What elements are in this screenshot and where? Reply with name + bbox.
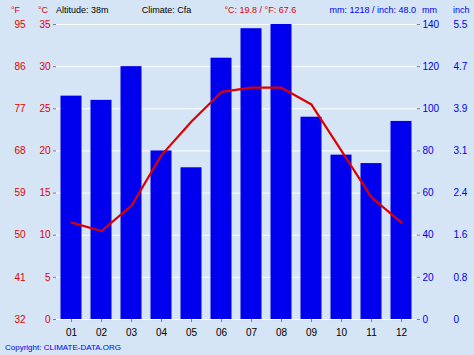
svg-text:120: 120 (423, 61, 440, 72)
svg-text:0: 0 (423, 314, 429, 325)
svg-text:30: 30 (39, 61, 51, 72)
svg-text:10: 10 (336, 327, 348, 338)
svg-text:3.9: 3.9 (454, 103, 468, 114)
html-text:Copyright: CLIMATE-DATA.ORG: Copyright: CLIMATE-DATA.ORG (5, 343, 121, 352)
svg-text:140: 140 (423, 19, 440, 30)
svg-text:5.5: 5.5 (454, 19, 468, 30)
svg-text:0: 0 (454, 314, 460, 325)
svg-text:10: 10 (39, 229, 51, 240)
svg-text:5: 5 (45, 272, 51, 283)
svg-text:20: 20 (39, 145, 51, 156)
html-text:°F: °F (11, 5, 21, 15)
svg-text:09: 09 (306, 327, 318, 338)
svg-text:11: 11 (366, 327, 377, 338)
svg-text:1.6: 1.6 (454, 229, 468, 240)
html-text:°C: 19.8 / °F: 67.6: °C: 19.8 / °F: 67.6 (224, 5, 297, 15)
svg-text:68: 68 (14, 145, 26, 156)
svg-text:15: 15 (39, 187, 51, 198)
svg-text:04: 04 (156, 327, 168, 338)
svg-text:0.8: 0.8 (454, 272, 468, 283)
svg-text:77: 77 (14, 103, 26, 114)
html-text:mm: mm (422, 5, 437, 15)
html-text:mm: 1218 / inch: 48.0: mm: 1218 / inch: 48.0 (329, 5, 416, 15)
svg-text:40: 40 (423, 229, 435, 240)
html-text:Climate: Cfa: Climate: Cfa (141, 5, 192, 15)
svg-text:86: 86 (14, 61, 26, 72)
svg-text:01: 01 (66, 327, 78, 338)
svg-text:80: 80 (423, 145, 435, 156)
html-text:°C: °C (38, 5, 49, 15)
svg-text:06: 06 (216, 327, 228, 338)
svg-text:32: 32 (14, 314, 26, 325)
svg-text:3.1: 3.1 (454, 145, 468, 156)
svg-text:95: 95 (14, 19, 26, 30)
html-text:inch: inch (453, 5, 470, 15)
svg-text:50: 50 (14, 229, 26, 240)
svg-text:03: 03 (126, 327, 138, 338)
svg-text:20: 20 (423, 272, 435, 283)
svg-text:2.4: 2.4 (454, 187, 468, 198)
svg-text:07: 07 (246, 327, 258, 338)
svg-text:08: 08 (276, 327, 288, 338)
svg-text:12: 12 (396, 327, 408, 338)
svg-text:35: 35 (39, 19, 51, 30)
svg-text:25: 25 (39, 103, 51, 114)
svg-text:05: 05 (186, 327, 198, 338)
svg-text:100: 100 (423, 103, 440, 114)
svg-text:41: 41 (14, 272, 26, 283)
svg-text:0: 0 (45, 314, 51, 325)
svg-text:60: 60 (423, 187, 435, 198)
html-text:Altitude: 38m: Altitude: 38m (56, 5, 109, 15)
svg-text:4.7: 4.7 (454, 61, 468, 72)
svg-text:59: 59 (14, 187, 26, 198)
svg-text:02: 02 (96, 327, 108, 338)
